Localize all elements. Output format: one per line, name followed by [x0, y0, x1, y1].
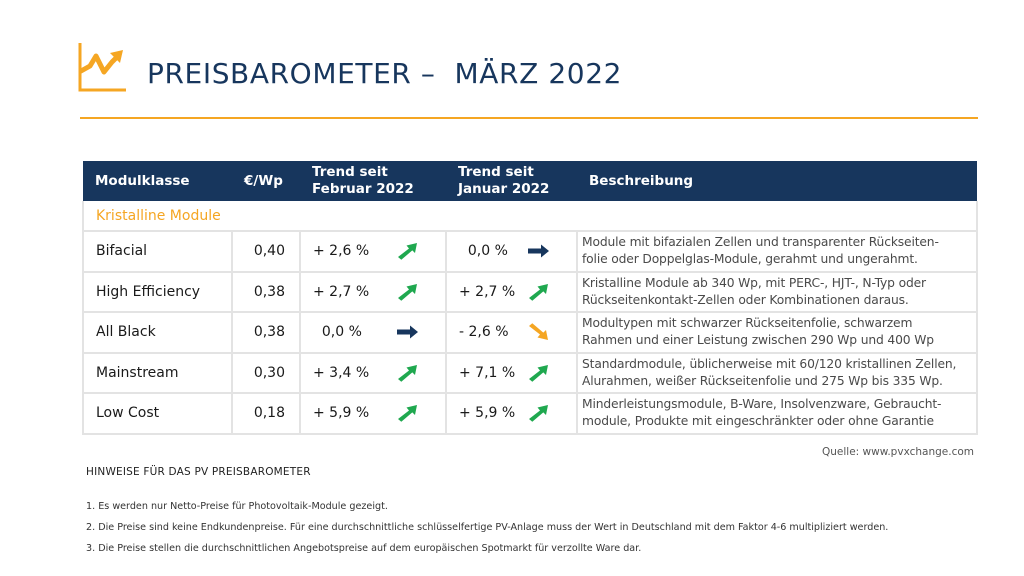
module-name: Bifacial [82, 230, 233, 273]
price-value: 0,18 [231, 392, 301, 435]
description: Kristalline Module ab 340 Wp, mit PERC-,… [576, 270, 978, 313]
module-name: Mainstream [82, 351, 233, 394]
trend-chart-icon [76, 40, 128, 94]
table-row: Low Cost 0,18 + 5,9 % + 5,9 % Minderleis… [82, 392, 978, 435]
trend-jan-value: 0,0 % [459, 243, 508, 260]
col-header-trend-feb: Trend seit Februar 2022 [300, 161, 446, 201]
description: Module mit bifazialen Zellen und transpa… [576, 230, 978, 273]
price-value: 0,38 [231, 270, 301, 313]
arrow-up-right-icon [395, 240, 421, 262]
arrow-right-icon [395, 321, 421, 343]
trend-feb-cell: + 3,4 % [299, 351, 447, 394]
price-value: 0,38 [231, 311, 301, 354]
table-row: High Efficiency 0,38 + 2,7 % + 2,7 % Kri… [82, 270, 978, 313]
title-divider [80, 117, 978, 119]
description: Modultypen mit schwarzer Rückseitenfolie… [576, 311, 978, 354]
source-credit: Quelle: www.pvxchange.com [822, 446, 974, 458]
col-header-description: Beschreibung [577, 161, 977, 201]
arrow-up-right-icon [526, 281, 552, 303]
trend-feb-cell: + 5,9 % [299, 392, 447, 435]
price-barometer-table: Modulklasse €/Wp Trend seit Februar 2022 … [82, 161, 978, 435]
price-value: 0,40 [231, 230, 301, 273]
notes-list: 1. Es werden nur Netto-Preise für Photov… [86, 500, 888, 563]
trend-jan-cell: + 5,9 % [445, 392, 578, 435]
table-header-row: Modulklasse €/Wp Trend seit Februar 2022 … [83, 161, 977, 201]
arrow-up-right-icon [395, 281, 421, 303]
trend-feb-cell: + 2,7 % [299, 270, 447, 313]
trend-jan-value: + 7,1 % [459, 364, 516, 381]
arrow-up-right-icon [526, 402, 552, 424]
trend-feb-value: 0,0 % [313, 324, 362, 341]
arrow-down-right-icon [526, 321, 552, 343]
arrow-up-right-icon [526, 362, 552, 384]
trend-jan-value: - 2,6 % [459, 324, 509, 341]
module-name: All Black [82, 311, 233, 354]
trend-feb-cell: + 2,6 % [299, 230, 447, 273]
col-header-trend-jan: Trend seit Januar 2022 [446, 161, 577, 201]
arrow-up-right-icon [395, 402, 421, 424]
trend-feb-value: + 2,7 % [313, 283, 370, 300]
table-row: Mainstream 0,30 + 3,4 % + 7,1 % Standard… [82, 351, 978, 394]
trend-feb-cell: 0,0 % [299, 311, 447, 354]
note-item: 2. Die Preise sind keine Endkundenpreise… [86, 522, 889, 533]
trend-jan-cell: + 2,7 % [445, 270, 578, 313]
trend-feb-value: + 2,6 % [313, 243, 370, 260]
trend-feb-value: + 5,9 % [313, 405, 370, 422]
arrow-right-icon [526, 240, 552, 262]
trend-jan-value: + 5,9 % [459, 405, 516, 422]
price-value: 0,30 [231, 351, 301, 394]
trend-jan-value: + 2,7 % [459, 283, 516, 300]
trend-jan-cell: - 2,6 % [445, 311, 578, 354]
trend-jan-cell: + 7,1 % [445, 351, 578, 394]
module-name: High Efficiency [82, 270, 233, 313]
arrow-up-right-icon [395, 362, 421, 384]
trend-jan-cell: 0,0 % [445, 230, 578, 273]
description: Minderleistungsmodule, B-Ware, Insolvenz… [576, 392, 978, 435]
note-item: 3. Die Preise stellen die durchschnittli… [86, 543, 642, 554]
notes-heading: HINWEISE FÜR DAS PV PREISBAROMETER [86, 466, 311, 478]
module-name: Low Cost [82, 392, 233, 435]
description: Standardmodule, üblicherweise mit 60/120… [576, 351, 978, 394]
note-item: 1. Es werden nur Netto-Preise für Photov… [86, 501, 388, 512]
table-row: Bifacial 0,40 + 2,6 % 0,0 % Module mit b… [82, 230, 978, 273]
trend-feb-value: + 3,4 % [313, 364, 370, 381]
col-header-modulklasse: Modulklasse [83, 161, 232, 201]
table-row: All Black 0,38 0,0 % - 2,6 % Modultypen … [82, 311, 978, 354]
col-header-price: €/Wp [232, 161, 300, 201]
section-row: Kristalline Module [82, 201, 978, 232]
page-title: PREISBAROMETER – MÄRZ 2022 [147, 57, 623, 90]
section-label: Kristalline Module [82, 201, 978, 232]
